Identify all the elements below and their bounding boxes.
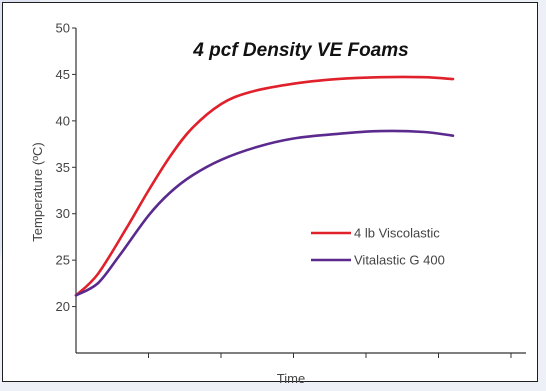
series-group [74,75,455,297]
chart-frame [2,2,538,382]
legend: 4 lb Viscolastic Vitalastic G 400 [311,226,445,268]
y-tick-label: 20 [56,299,70,314]
legend-label-2: Vitalastic G 400 [354,253,445,268]
y-tick-label: 40 [56,113,70,128]
chart-title: 4 pcf Density VE Foams [192,40,408,61]
y-axis-title: Temperature (ºC) [30,142,45,241]
series-line-2 [74,129,455,297]
y-tick-label: 50 [56,21,70,36]
y-tick-label: 30 [56,206,70,221]
y-tick-label: 25 [56,253,70,268]
y-tick-label: 35 [56,160,70,175]
legend-label-1: 4 lb Viscolastic [354,226,440,241]
series-line-1 [74,75,455,297]
y-tick-label: 45 [56,67,70,82]
x-axis-title: Time [277,371,305,386]
axes: 20 25 30 35 40 45 50 [56,21,526,358]
